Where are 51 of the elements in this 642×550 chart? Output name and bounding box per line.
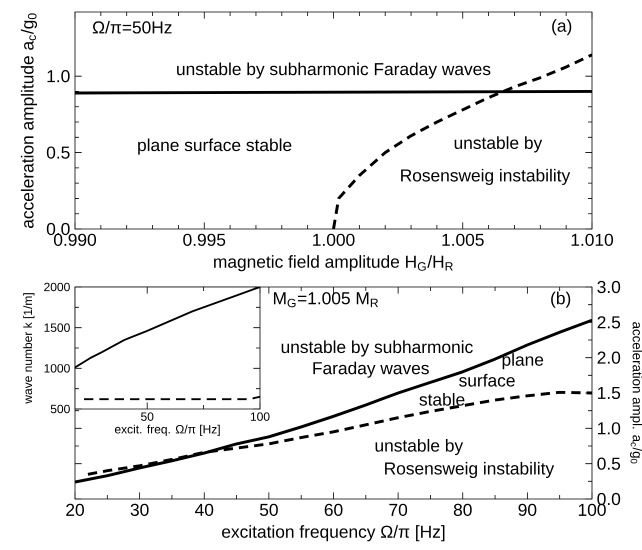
x-tick-label: 80	[454, 504, 472, 516]
x-tick-label: 100	[250, 412, 270, 421]
y-tick-label: 0.0	[46, 222, 70, 236]
x-tick-label: 20	[66, 504, 84, 516]
annotation: Rosensweig instability	[385, 462, 554, 478]
annotation: Rosensweig instability	[401, 168, 570, 185]
x-axis-title: excit. freq. Ω/π [Hz]	[114, 424, 220, 436]
x-tick-label: 40	[195, 504, 214, 516]
annotation: M$_{G}$=1.005 M$_{R}$	[274, 292, 378, 308]
y-tick-label: 1.0	[48, 70, 70, 82]
annotation: (b)	[551, 292, 570, 308]
x-tick-label: 30	[130, 504, 149, 516]
y-tick-label: 1000	[44, 364, 70, 373]
x-tick-label: 1.005	[442, 234, 484, 246]
annotation: unstable by subharmonic Faraday waves	[177, 62, 490, 79]
annotation: unstable by subharmonic	[282, 340, 473, 357]
annotation: surface	[459, 374, 515, 387]
annotation: (a)	[552, 19, 572, 36]
x-tick-label: 60	[324, 504, 342, 516]
annotation: Faraday waves	[313, 362, 429, 378]
y2-tick-label: 0.0	[597, 492, 620, 506]
y-axis-title: wave number k [1/m]	[23, 293, 34, 404]
x-tick-label: 90	[518, 504, 536, 516]
x-tick-label: 0.990	[54, 234, 96, 246]
x-tick-label: 50	[260, 504, 278, 516]
x-tick-label: 70	[389, 504, 408, 516]
annotation: unstable by	[376, 438, 464, 456]
y-tick-label: 2000	[44, 282, 70, 292]
y2-tick-label: 1.0	[598, 422, 620, 434]
annotation: plane	[502, 353, 544, 370]
x-tick-label: 100	[578, 504, 606, 516]
y2-tick-label: 1.5	[598, 386, 620, 400]
y2-tick-label: 2.0	[598, 352, 620, 364]
y2-tick-label: 2.5	[598, 316, 620, 328]
x-tick-label: 1.000	[313, 234, 355, 246]
annotation: unstable by	[454, 136, 542, 152]
annotation: plane surface stable	[138, 138, 292, 155]
x-tick-label: 50	[141, 412, 154, 421]
y-tick-label: 1500	[44, 323, 70, 332]
x-tick-label: 1.010	[572, 234, 614, 246]
x-tick-label: 0.995	[183, 234, 226, 246]
y2-tick-label: 0.5	[597, 458, 620, 470]
y-axis-title: acceleration amplitude a$_{c}$/g$_{0}$	[20, 13, 38, 228]
y-tick-label: 500	[50, 404, 70, 414]
annotation: stable	[419, 392, 464, 406]
y2-tick-label: 3.0	[597, 280, 620, 294]
x-axis-title: excitation frequency Ω/π [Hz]	[222, 525, 444, 542]
annotation: Ω/π=50Hz	[92, 20, 172, 34]
y2-axis-title: acceleration ampl. a$_{c}$/g$_{0}$	[630, 322, 642, 464]
x-axis-title: magnetic field amplitude H$_{G}$/H$_{R}$	[214, 255, 453, 272]
y-tick-label: 0.5	[46, 146, 70, 159]
